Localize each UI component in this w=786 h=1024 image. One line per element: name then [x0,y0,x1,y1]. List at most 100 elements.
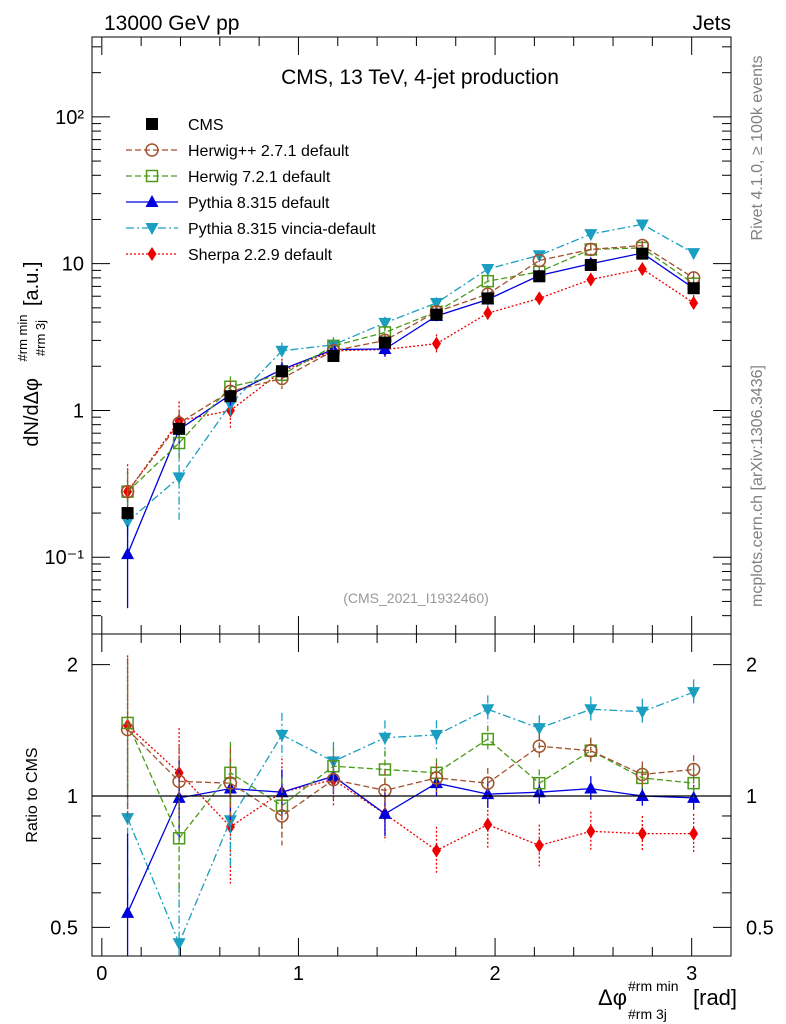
category-label: Jets [692,12,731,35]
data-point-cms [224,390,237,403]
data-point-vincia [481,704,495,717]
ratio-y-tick-label: 2 [67,655,78,677]
legend-marker-pythia [145,195,159,207]
data-point-vincia [635,219,649,232]
series-line-herwigpp [127,244,694,492]
legend-entry-sherpa: Sherpa 2.2.9 default [126,247,333,264]
data-point-vincia [429,729,443,742]
data-point-sherpa [483,306,493,321]
data-point-vincia [275,345,289,358]
data-point-herwigpp [275,809,289,823]
series-line-herwig7 [127,722,694,840]
legend-marker-herwig7 [145,169,159,183]
data-point-cms [481,292,494,305]
series-line-pythia [126,252,694,555]
series-cms [121,247,700,520]
series-line-sherpa [127,725,694,852]
data-point-herwigpp [481,776,495,790]
x-label-unit: [rad] [693,985,737,1010]
x-tick-label: 0 [96,963,107,985]
data-point-vincia [121,516,135,529]
data-point-vincia [378,317,392,330]
data-point-pythia [121,905,135,918]
data-point-pythia [584,781,598,794]
data-point-sherpa [534,291,544,306]
data-point-vincia [584,229,598,242]
series-line-herwig7 [127,247,694,493]
data-point-vincia [172,938,186,951]
series-line-herwigpp [127,729,694,817]
legend-symbol-herwigpp [126,143,178,157]
data-point-sherpa [637,261,647,276]
series-herwig7 [121,662,700,893]
data-point-cms [173,422,186,435]
y-label-main: dN/dΔφ [21,378,43,447]
main-axis-ticks [92,37,731,635]
y-tick-label: 10² [55,107,84,129]
data-point-cms [533,270,546,283]
data-point-cms [327,349,340,362]
data-point-cms [430,308,443,321]
x-tick-label: 3 [686,963,697,985]
legend-symbol-pythia [126,195,178,207]
data-point-herwigpp [172,774,186,789]
series-pythia [121,246,701,609]
data-point-sherpa [431,336,441,351]
data-point-herwigpp [223,776,238,790]
data-point-herwig7 [481,732,495,746]
data-point-vincia [378,732,392,745]
legend: CMS Herwig++ 2.7.1 default Herwig 7.2.1 … [126,117,376,264]
series-herwig7 [121,241,700,514]
x-label-sup: #rm min [628,978,679,994]
data-point-herwigpp [584,242,598,257]
data-point-herwigpp [120,722,135,737]
mcplots-label: mcplots.cern.ch [arXiv:1306.3436] [749,365,766,607]
y-label-sup: #rm min [15,315,30,362]
main-y-axis-label: dN/dΔφ #rm min #rm 3j [a.u.] [15,262,48,447]
data-point-pythia [378,806,392,819]
data-point-herwig7 [172,436,186,450]
data-point-cms [687,282,700,295]
y-label-sub: #rm 3j [33,320,48,356]
ratio-series-layer [120,655,701,956]
legend-label-herwigpp: Herwig++ 2.7.1 default [188,143,350,160]
data-point-vincia [687,248,701,261]
legend-entry-herwigpp: Herwig++ 2.7.1 default [126,143,350,160]
data-point-herwigpp [532,253,547,268]
ratio-y-axis-label: Ratio to CMS [24,747,41,842]
data-point-herwigpp [584,743,598,758]
legend-marker-vincia [145,223,159,235]
rivet-version-label: Rivet 4.1.0, ≥ 100k events [749,56,766,241]
x-axis-label: Δφ #rm min #rm 3j [rad] [598,978,737,1022]
series-sherpa [123,261,699,532]
legend-marker-herwigpp [145,143,159,157]
data-point-sherpa [689,295,699,310]
data-point-herwigpp [429,771,444,785]
data-point-sherpa [586,272,596,287]
data-point-sherpa [586,824,596,839]
data-point-herwigpp [635,767,650,782]
legend-entry-pythia: Pythia 8.315 default [126,195,330,212]
data-point-sherpa [483,817,493,832]
data-point-cms [121,507,134,520]
data-point-vincia [121,813,135,826]
data-point-sherpa [689,826,699,841]
x-tick-labels: 0 1 2 3 [96,963,697,985]
legend-entry-vincia: Pythia 8.315 vincia-default [126,221,376,238]
ratio-y-tick-label: 0.5 [50,917,78,939]
legend-symbol-sherpa [126,247,178,261]
analysis-id-watermark: (CMS_2021_I1932460) [343,590,489,606]
data-point-cms [378,336,391,349]
legend-symbol-cms [146,118,158,130]
chart-title: CMS, 13 TeV, 4-jet production [281,66,559,89]
series-vincia [121,679,701,956]
y-tick-label: 10⁻¹ [45,547,85,569]
ratio-axis-ticks [92,634,731,956]
series-line-vincia [126,691,694,945]
data-point-vincia [532,723,546,736]
ratio-panel-frame [91,633,732,957]
data-point-sherpa [534,838,544,853]
legend-marker-cms [146,118,158,130]
data-point-vincia [584,704,598,717]
series-line-pythia [127,775,694,914]
